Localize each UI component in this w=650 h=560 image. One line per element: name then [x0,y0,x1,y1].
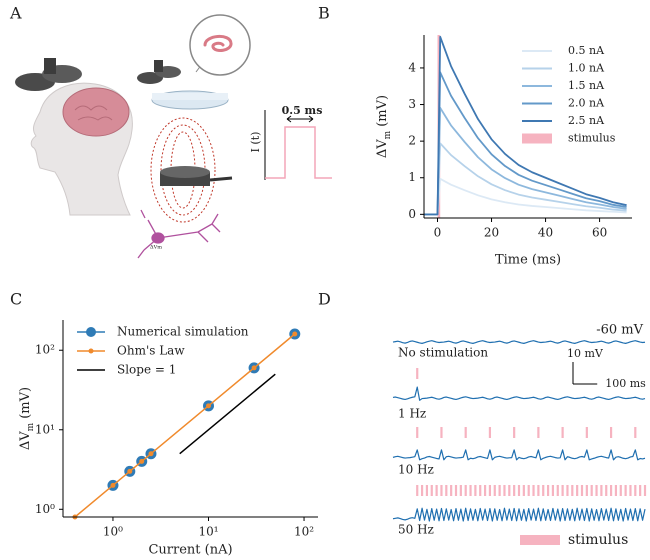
x-tick-label: 10⁰ [103,525,123,539]
trace [392,507,646,522]
legend-label: Ohm's Law [117,344,185,358]
y-label-sub: m [26,422,36,431]
legend-swatch [522,133,552,144]
legend-label: Slope = 1 [117,363,176,377]
legend-label: 2.0 nA [568,97,605,110]
y-label-unit: (mV) [375,95,390,127]
marker [251,365,257,371]
legend-label: Numerical simulation [117,325,249,339]
trace-label: 10 Hz [398,463,434,477]
y-label-text: ΔV [375,139,390,158]
marker [292,331,298,337]
marker [110,482,116,488]
marker [148,451,154,457]
trace [392,386,646,401]
panel-label: B [318,4,330,23]
pulse-ylabel: I (t) [249,132,262,153]
panel-label: C [10,290,22,309]
tms-coil [15,58,82,91]
panel-label: A [9,4,22,23]
y-tick-label: 2 [408,134,416,148]
legend-label: 0.5 nA [568,44,605,57]
legend-label: stimulus [568,132,616,145]
marker [127,468,133,474]
trace [392,340,646,344]
x-tick-label: 0 [434,226,442,240]
neuron-label: ΔVm [150,245,162,251]
y-tick-label: 4 [408,60,416,74]
coil [160,166,233,186]
illustration: A ΔVm 0. [9,4,332,259]
legend-label: 2.5 nA [568,114,605,127]
baseline-label: -60 mV [596,323,643,338]
petri-wall [152,93,228,100]
x-tick-label: 40 [538,226,553,240]
y-label-text: ΔV [18,431,33,450]
brain-folds [74,105,113,121]
x-axis-label: Time (ms) [495,253,561,268]
y-tick-label: 10² [35,343,55,357]
line [179,373,276,455]
x-tick-label: 20 [484,226,499,240]
x-axis-label: Current (nA) [148,543,232,558]
pulse-plot [264,110,332,180]
y-label-sub: m [383,130,393,139]
trace-label: 50 Hz [398,523,434,537]
trace-label: 1 Hz [398,407,426,421]
legend-label: 1.0 nA [568,62,605,75]
small-coil [137,60,181,84]
neuron [137,209,221,259]
y-axis-label: ΔVm (mV) [18,387,36,450]
trace-label: No stimulation [398,346,488,360]
line [74,333,296,518]
y-tick-label: 1 [408,170,416,184]
x-tick-label: 60 [592,226,607,240]
legend-label: stimulus [568,532,628,548]
y-tick-label: 10¹ [35,422,55,436]
marker [139,458,145,464]
x-tick-label: 10² [294,525,314,539]
zoom-circle [189,14,251,76]
y-tick-label: 3 [408,97,416,111]
scalebar-mv-label: 10 mV [567,347,604,360]
legend-label: 1.5 nA [568,79,605,92]
trace [392,449,646,461]
scalebar-ms-label: 100 ms [605,377,646,390]
brain [62,87,130,137]
y-axis-label: ΔVm (mV) [375,95,393,158]
legend-swatch [520,535,560,545]
y-tick-label: 0 [408,207,416,221]
y-label-unit: (mV) [18,387,33,419]
marker [205,403,211,409]
line [424,35,627,216]
panel-label: D [318,290,331,309]
legend-marker [88,348,94,354]
x-tick-label: 10¹ [198,525,218,539]
y-tick-label: 10⁰ [35,502,55,516]
worm [203,35,233,52]
pulse-width-label: 0.5 ms [282,104,323,117]
legend-marker [86,327,96,337]
